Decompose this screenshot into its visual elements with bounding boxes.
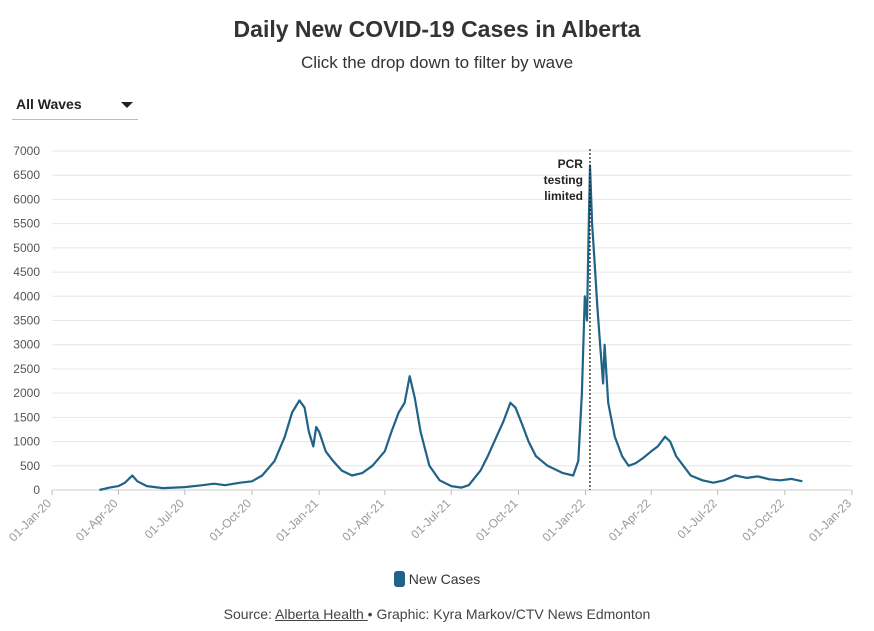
y-tick-label: 6500: [13, 168, 40, 182]
wave-filter-selected: All Waves: [16, 96, 82, 112]
y-tick-label: 0: [33, 483, 40, 497]
chart-title: Daily New COVID-19 Cases in Alberta: [233, 16, 641, 42]
y-tick-label: 6000: [13, 192, 40, 206]
series-line-new-cases[interactable]: [99, 164, 803, 492]
x-tick-label: 01-Oct-22: [739, 496, 787, 544]
y-tick-label: 2500: [13, 362, 40, 376]
chart-subtitle: Click the drop down to filter by wave: [300, 53, 574, 72]
source-line: Source: Alberta Health • Graphic: Kyra M…: [0, 606, 874, 622]
y-tick-label: 1500: [13, 410, 40, 424]
y-tick-label: 500: [20, 459, 40, 473]
y-tick-label: 5500: [13, 217, 40, 231]
x-tick-label: 01-Oct-21: [473, 496, 521, 544]
x-tick-label: 01-Apr-20: [73, 496, 121, 544]
line-chart: 0 500 1000 1500 2000 2500 3000 3500 4000 4500 5000…: [6, 144, 854, 544]
source-link[interactable]: Alberta Health: [275, 606, 368, 622]
y-tick-label: 3500: [13, 314, 40, 328]
x-tick-label: 01-Jul-20: [142, 496, 188, 542]
x-tick-label: 01-Apr-21: [339, 496, 387, 544]
annotation-pcr-testing: PCR testing limited: [544, 149, 591, 490]
x-tick-label: 01-Oct-20: [206, 496, 254, 544]
source-prefix: Source:: [223, 606, 276, 622]
chart-legend[interactable]: New Cases: [0, 571, 874, 587]
y-tick-label: 3000: [13, 338, 40, 352]
y-tick-label: 7000: [13, 144, 40, 158]
x-tick-label: 01-Jul-21: [408, 496, 454, 542]
legend-swatch: [393, 571, 405, 587]
source-credit: • Graphic: Kyra Markov/CTV News Edmonton: [367, 606, 651, 622]
x-tick-label: 01-Jan-20: [6, 496, 54, 544]
x-tick-label: 01-Jan-22: [540, 496, 588, 544]
chart-grid: [52, 150, 852, 491]
x-tick-label: 01-Apr-22: [606, 496, 654, 544]
annotation-text: testing: [544, 173, 583, 187]
legend-label: New Cases: [408, 571, 481, 587]
wave-filter-dropdown[interactable]: All Waves: [12, 90, 138, 120]
y-tick-label: 1000: [13, 435, 40, 449]
x-tick-label: 01-Jan-21: [273, 496, 321, 544]
y-tick-label: 2000: [13, 386, 40, 400]
y-tick-label: 5000: [13, 241, 40, 255]
y-axis: 0 500 1000 1500 2000 2500 3000 3500 4000 4500 5000…: [13, 144, 40, 497]
y-tick-label: 4500: [13, 265, 40, 279]
x-tick-label: 01-Jul-22: [675, 496, 721, 542]
x-axis: 01-Jan-20 01-Apr-20 01-Jul-20 01-Oct-20 01-J…: [6, 490, 854, 544]
annotation-text: limited: [544, 189, 583, 203]
y-tick-label: 4000: [13, 289, 40, 303]
annotation-text: PCR: [558, 157, 584, 171]
chevron-down-icon[interactable]: [121, 102, 133, 108]
x-tick-label: 01-Jan-23: [806, 496, 854, 544]
